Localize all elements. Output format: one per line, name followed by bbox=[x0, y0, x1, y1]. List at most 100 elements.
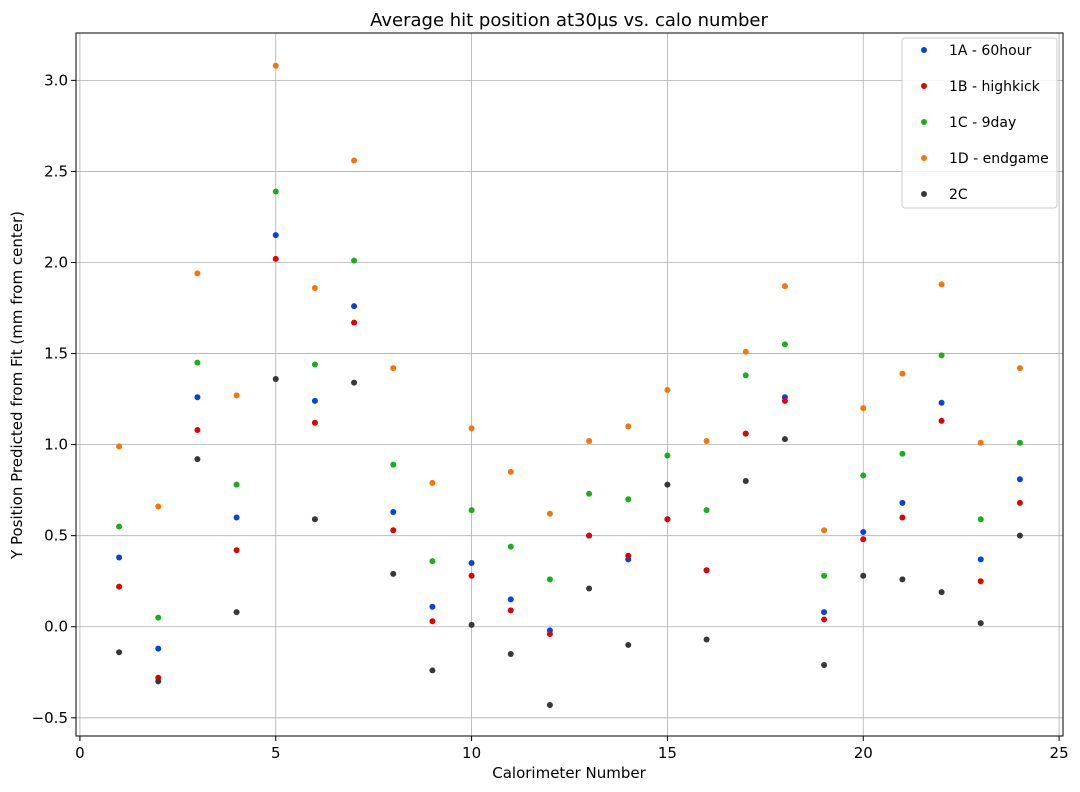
data-point bbox=[311, 516, 318, 523]
data-point bbox=[272, 188, 279, 195]
data-point bbox=[860, 536, 867, 543]
data-point bbox=[1016, 365, 1023, 372]
data-point bbox=[664, 481, 671, 488]
data-point bbox=[390, 461, 397, 468]
data-point bbox=[546, 576, 553, 583]
y-tick-label: −0.5 bbox=[32, 709, 68, 727]
data-point bbox=[116, 583, 123, 590]
data-point bbox=[625, 423, 632, 430]
data-point bbox=[664, 452, 671, 459]
y-tick-label: 2.5 bbox=[44, 162, 68, 180]
y-tick-label: 0.0 bbox=[44, 618, 68, 636]
data-point bbox=[351, 319, 358, 326]
legend-entry-label: 1B - highkick bbox=[949, 79, 1041, 95]
data-point bbox=[781, 283, 788, 290]
data-point bbox=[194, 394, 201, 401]
data-point bbox=[351, 379, 358, 386]
data-point bbox=[781, 397, 788, 404]
data-point bbox=[311, 419, 318, 426]
data-point bbox=[625, 552, 632, 559]
x-tick-label: 5 bbox=[271, 744, 281, 762]
y-tick-label: 1.0 bbox=[44, 436, 68, 454]
data-point bbox=[781, 436, 788, 443]
data-point bbox=[429, 558, 436, 565]
data-point bbox=[781, 341, 788, 348]
data-point bbox=[938, 352, 945, 359]
data-point bbox=[938, 589, 945, 596]
legend-entry-label: 1C - 9day bbox=[949, 115, 1016, 131]
data-point bbox=[351, 257, 358, 264]
data-point bbox=[821, 661, 828, 668]
data-point bbox=[860, 529, 867, 536]
data-point bbox=[233, 514, 240, 521]
data-point bbox=[546, 510, 553, 517]
data-point bbox=[233, 481, 240, 488]
data-point bbox=[899, 450, 906, 457]
data-point bbox=[860, 572, 867, 579]
data-point bbox=[116, 554, 123, 561]
data-point bbox=[703, 437, 710, 444]
y-tick-label: 0.5 bbox=[44, 527, 68, 545]
data-point bbox=[468, 572, 475, 579]
data-point bbox=[507, 543, 514, 550]
data-point bbox=[586, 532, 593, 539]
legend-marker bbox=[921, 155, 927, 161]
legend-entry-label: 2C bbox=[949, 187, 968, 203]
data-point bbox=[429, 603, 436, 610]
data-point bbox=[938, 417, 945, 424]
data-point bbox=[1016, 439, 1023, 446]
data-point bbox=[233, 547, 240, 554]
data-point bbox=[233, 392, 240, 399]
data-point bbox=[194, 427, 201, 434]
chart-title: Average hit position at30μs vs. calo num… bbox=[370, 10, 768, 31]
legend-marker bbox=[921, 83, 927, 89]
legend-box bbox=[901, 37, 1058, 209]
legend-entry-label: 1A - 60hour bbox=[949, 43, 1032, 59]
data-point bbox=[821, 527, 828, 534]
data-point bbox=[899, 499, 906, 506]
data-point bbox=[155, 614, 162, 621]
data-point bbox=[625, 641, 632, 648]
data-point bbox=[311, 284, 318, 291]
data-point bbox=[977, 439, 984, 446]
data-point bbox=[194, 456, 201, 463]
data-point bbox=[272, 62, 279, 69]
data-point bbox=[507, 651, 514, 658]
data-point bbox=[116, 443, 123, 450]
data-point bbox=[116, 523, 123, 530]
data-point bbox=[116, 649, 123, 656]
data-point bbox=[546, 702, 553, 709]
data-point bbox=[742, 348, 749, 355]
data-point bbox=[664, 516, 671, 523]
legend-marker bbox=[921, 119, 927, 125]
data-point bbox=[155, 503, 162, 510]
x-tick-label: 0 bbox=[75, 744, 85, 762]
data-point bbox=[311, 361, 318, 368]
legend-entry-label: 1D - endgame bbox=[949, 151, 1049, 167]
data-point bbox=[1016, 499, 1023, 506]
axis-ticks: 0 5 10 15 20 25 −0.5 0.0 0.5 1.0 1.5 2.0 2.5 3.0 bbox=[32, 71, 1069, 762]
data-point bbox=[546, 631, 553, 638]
data-point bbox=[233, 609, 240, 616]
data-point bbox=[586, 490, 593, 497]
data-point bbox=[742, 372, 749, 379]
legend-marker bbox=[921, 191, 927, 197]
data-point bbox=[899, 370, 906, 377]
y-tick-label: 1.5 bbox=[44, 345, 68, 363]
y-tick-label: 2.0 bbox=[44, 253, 68, 271]
data-point bbox=[1016, 532, 1023, 539]
data-point bbox=[899, 576, 906, 583]
data-point bbox=[468, 621, 475, 628]
data-point bbox=[272, 376, 279, 383]
data-points bbox=[116, 62, 1023, 709]
data-point bbox=[429, 618, 436, 625]
data-point bbox=[977, 516, 984, 523]
data-point bbox=[821, 616, 828, 623]
data-point bbox=[429, 479, 436, 486]
data-point bbox=[938, 399, 945, 406]
legend-marker bbox=[921, 47, 927, 53]
data-point bbox=[468, 425, 475, 432]
data-point bbox=[155, 678, 162, 685]
data-point bbox=[351, 157, 358, 164]
